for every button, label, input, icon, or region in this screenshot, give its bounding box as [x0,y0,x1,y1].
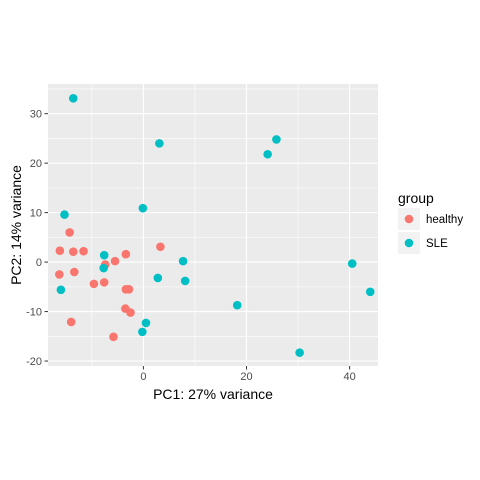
data-point-sle [178,256,188,266]
data-point-sle [295,348,304,357]
legend-label-sle: SLE [426,238,448,250]
data-point-sle [365,287,375,297]
minor-grid [48,84,378,366]
y-tick-label: -20 [26,356,42,368]
x-tick-label: 0 [140,371,146,383]
data-point-sle [263,149,272,159]
data-point-sle [180,276,190,286]
data-points [55,94,375,357]
data-point-sle [272,135,281,144]
data-point-sle [138,327,147,337]
data-point-healthy [55,246,65,256]
y-tick-label: -10 [26,307,42,319]
y-tick-label: 30 [30,109,42,121]
data-point-healthy [110,256,120,266]
data-point-sle [60,210,69,219]
data-point-healthy [89,279,99,289]
y-tick-label: 0 [36,257,42,269]
data-point-sle [138,203,148,213]
legend-label-healthy: healthy [426,214,463,226]
data-point-sle [232,300,242,310]
data-point-healthy [65,228,74,237]
data-point-healthy [109,332,118,342]
data-point-sle [56,285,66,295]
legend-key-sle [404,238,414,248]
data-point-healthy [121,249,131,259]
legend-title: group [398,190,434,206]
legend: group healthy SLE [398,190,463,254]
major-grid [48,84,378,366]
data-point-healthy [126,308,135,317]
data-point-sle [68,94,78,103]
x-axis-ticks: 0 20 40 [140,366,356,383]
data-point-sle [347,259,357,268]
x-tick-label: 40 [344,371,356,383]
x-axis-title: PC1: 27% variance [153,386,273,402]
data-point-sle [155,139,164,148]
data-point-sle [153,273,163,283]
data-point-healthy [68,247,78,257]
data-point-sle [141,318,151,328]
data-point-healthy [79,246,88,256]
y-tick-label: 20 [30,158,42,170]
data-point-healthy [156,242,165,252]
y-axis-ticks: -20 -10 0 10 20 30 [26,109,48,368]
data-point-healthy [69,267,79,277]
plot-panel [48,84,378,366]
data-point-sle [99,250,109,260]
data-point-healthy [124,285,134,294]
legend-key-healthy [404,214,414,224]
data-point-healthy [66,317,76,327]
x-tick-label: 20 [240,371,252,383]
y-tick-label: 10 [30,208,42,220]
y-axis-title: PC2: 14% variance [8,165,24,285]
data-point-healthy [55,270,64,279]
data-point-healthy [99,278,109,287]
data-point-sle [99,263,108,273]
